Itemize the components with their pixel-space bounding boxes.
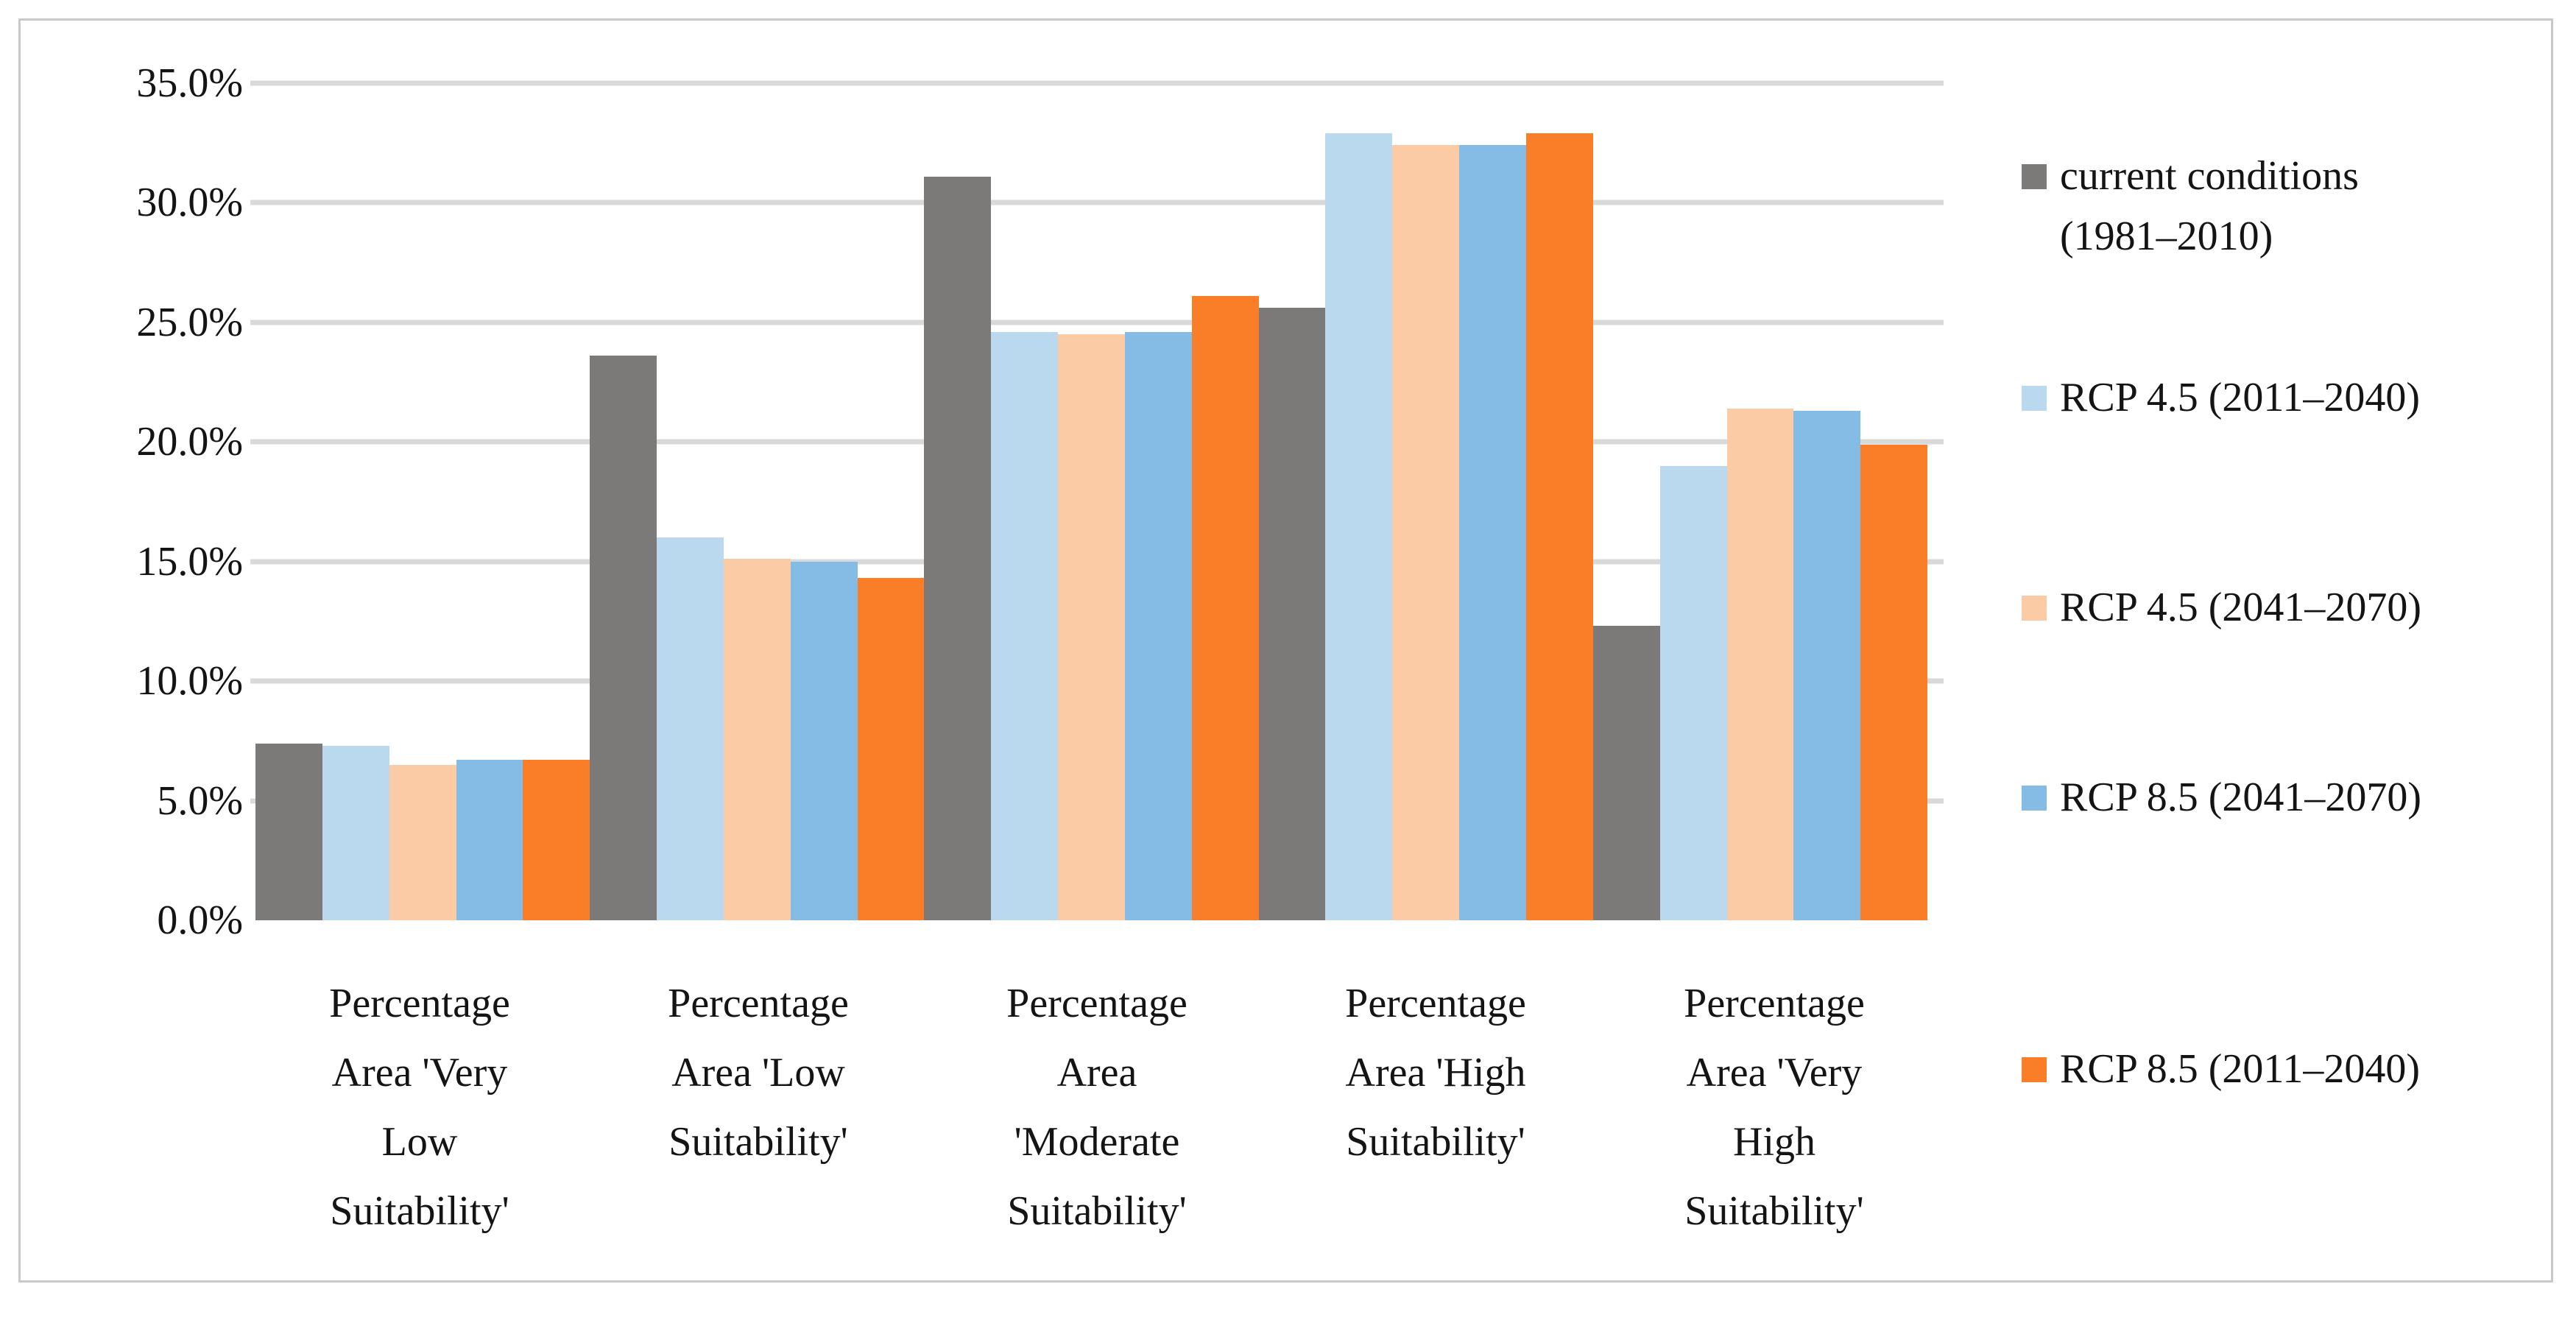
x-label-line: Suitability' — [1346, 1119, 1525, 1165]
category-group-low — [590, 83, 925, 920]
legend-swatch-current — [2022, 164, 2047, 189]
bar-rcp45-2011-low — [657, 537, 724, 920]
bar-rcp45-2041-high — [1392, 145, 1460, 920]
plot-area — [250, 80, 1944, 920]
bar-rcp85-2041-moderate — [1124, 331, 1192, 920]
x-label-line: Suitability' — [330, 1188, 509, 1234]
legend-label-line: (1981–2010) — [2060, 214, 2273, 259]
bar-rcp85-2041-high — [1459, 145, 1526, 920]
bar-current-very-low — [255, 743, 322, 920]
legend-swatch-rcp45-2041 — [2022, 596, 2047, 621]
bar-rcp45-2041-moderate — [1058, 334, 1125, 920]
gridline-25 — [250, 320, 1944, 325]
x-axis: Percentage Area 'Very Low Suitability' P… — [250, 969, 1944, 1246]
category-group-very-high — [1592, 83, 1928, 920]
legend-item-rcp85-2011: RCP 8.5 (2011–2040) — [2022, 1039, 2420, 1099]
x-label-line: Percentage — [668, 981, 849, 1026]
x-label-line: Low — [381, 1119, 458, 1165]
y-tick-label: 30.0% — [136, 180, 243, 226]
x-category-label-moderate: Percentage Area 'Moderate Suitability' — [928, 969, 1266, 1246]
bars-row — [255, 83, 1928, 920]
x-label-line: Suitability' — [668, 1119, 848, 1165]
bar-rcp45-2011-high — [1325, 133, 1393, 920]
x-label-line: High — [1733, 1119, 1815, 1165]
legend-swatch-rcp45-2011 — [2022, 386, 2047, 411]
bar-rcp85-2041-very-high — [1793, 411, 1861, 920]
x-label-line: Percentage — [329, 981, 510, 1026]
x-label-line: Area 'Very — [331, 1050, 508, 1096]
bar-rcp45-2041-low — [723, 559, 791, 920]
x-category-label-very-low: Percentage Area 'Very Low Suitability' — [250, 969, 589, 1246]
legend-label: RCP 8.5 (2011–2040) — [2060, 1046, 2420, 1092]
bar-rcp45-2041-very-high — [1726, 408, 1794, 920]
x-label-line: Percentage — [1006, 981, 1188, 1026]
category-group-very-low — [255, 83, 590, 920]
x-label-line: 'Moderate — [1014, 1119, 1180, 1165]
legend-swatch-rcp85-2011 — [2022, 1057, 2047, 1082]
bar-current-very-high — [1592, 626, 1660, 920]
x-label-line: Area 'Very — [1686, 1050, 1863, 1096]
x-category-label-high: Percentage Area 'High Suitability' — [1266, 969, 1605, 1246]
y-tick-label: 10.0% — [136, 658, 243, 705]
bar-current-low — [590, 356, 657, 920]
bar-rcp45-2041-very-low — [389, 764, 456, 920]
y-tick-label: 5.0% — [157, 777, 243, 824]
bar-rcp45-2011-very-high — [1659, 465, 1727, 920]
x-label-line: Suitability' — [1684, 1188, 1864, 1234]
legend-label: RCP 4.5 (2041–2070) — [2060, 585, 2422, 630]
bar-rcp85-2011-very-high — [1860, 444, 1928, 920]
y-tick-label: 15.0% — [136, 538, 243, 585]
legend-label: RCP 4.5 (2011–2040) — [2060, 375, 2420, 420]
x-category-label-low: Percentage Area 'Low Suitability' — [589, 969, 928, 1246]
bar-rcp85-2041-very-low — [456, 760, 523, 920]
x-label-line: Area — [1056, 1050, 1137, 1096]
legend-item-rcp45-2011: RCP 4.5 (2011–2040) — [2022, 367, 2420, 428]
bar-rcp45-2011-very-low — [322, 745, 389, 920]
category-group-moderate — [924, 83, 1259, 920]
x-label-line: Suitability' — [1007, 1188, 1187, 1234]
bar-current-moderate — [924, 176, 992, 920]
legend-label: current conditions (1981–2010) — [2060, 146, 2359, 267]
x-label-line: Percentage — [1345, 981, 1526, 1026]
legend-label: RCP 8.5 (2041–2070) — [2060, 775, 2422, 820]
x-category-label-very-high: Percentage Area 'Very High Suitability' — [1605, 969, 1944, 1246]
bar-rcp85-2041-low — [790, 561, 858, 920]
category-group-high — [1258, 83, 1593, 920]
x-label-line: Percentage — [1684, 981, 1865, 1026]
bar-rcp45-2011-moderate — [991, 331, 1059, 920]
y-tick-label: 20.0% — [136, 419, 243, 465]
gridline-35 — [250, 80, 1944, 86]
y-axis: 35.0% 30.0% 25.0% 20.0% 15.0% 10.0% 5.0%… — [29, 60, 243, 943]
legend-swatch-rcp85-2041 — [2022, 786, 2047, 811]
legend-item-rcp85-2041: RCP 8.5 (2041–2070) — [2022, 767, 2421, 828]
bar-rcp85-2011-high — [1525, 133, 1593, 920]
chart-border-frame — [18, 18, 2553, 1283]
legend-item-current: current conditions (1981–2010) — [2022, 146, 2359, 267]
bar-rcp85-2011-low — [857, 578, 925, 920]
bar-current-high — [1258, 308, 1326, 920]
y-tick-label: 35.0% — [136, 60, 243, 106]
bar-rcp85-2011-moderate — [1191, 296, 1259, 920]
y-tick-label: 25.0% — [136, 299, 243, 345]
bar-rcp85-2011-very-low — [523, 760, 590, 920]
y-tick-label: 0.0% — [157, 897, 243, 943]
x-label-line: Area 'High — [1345, 1050, 1526, 1096]
gridline-30 — [250, 200, 1944, 205]
legend-item-rcp45-2041: RCP 4.5 (2041–2070) — [2022, 577, 2421, 638]
legend-label-line: current conditions — [2060, 153, 2359, 199]
x-label-line: Area 'Low — [671, 1050, 845, 1096]
